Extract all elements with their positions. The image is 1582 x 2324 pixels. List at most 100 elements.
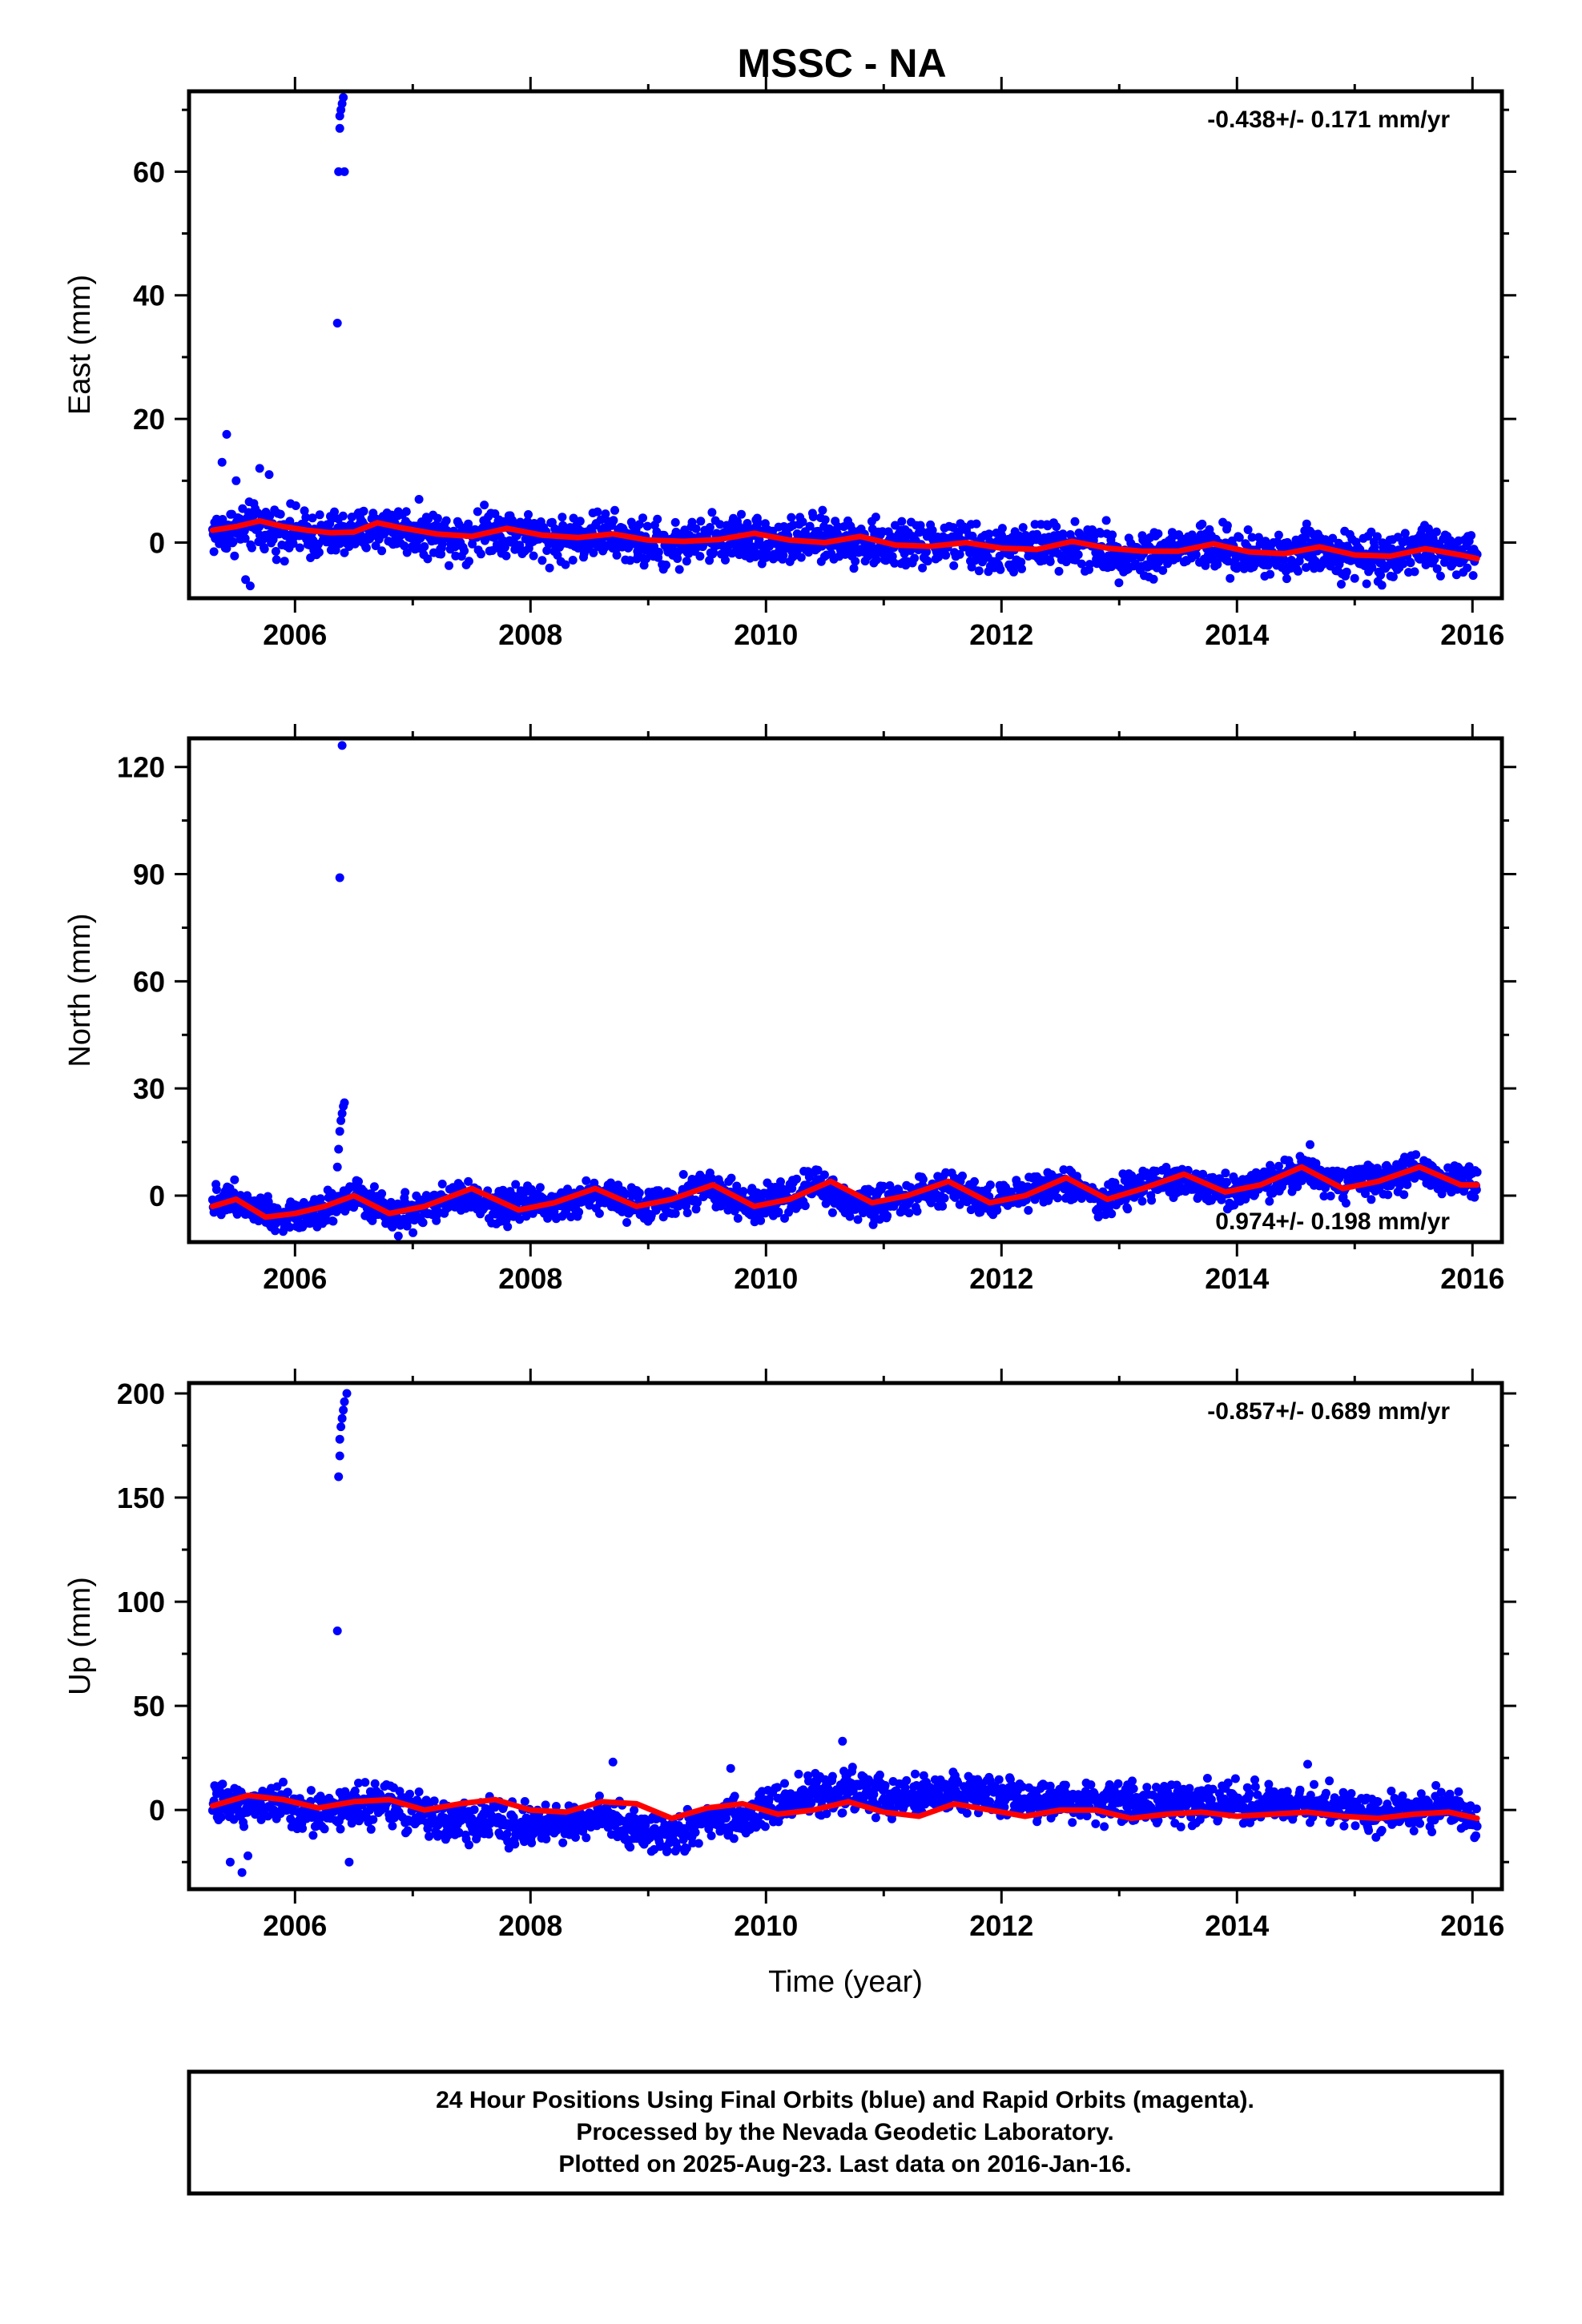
north-data-point	[732, 1181, 742, 1191]
east-data-point	[642, 521, 652, 531]
east-data-point	[545, 563, 554, 573]
east-data-point	[1058, 529, 1068, 539]
up-data-point	[626, 1843, 635, 1852]
north-data-point	[574, 1208, 584, 1216]
east-data-point	[569, 513, 578, 523]
north-data-point	[211, 1185, 221, 1194]
north-x-tick-label: 2008	[498, 1262, 562, 1295]
east-data-point	[1266, 569, 1275, 579]
east-data-point	[529, 551, 538, 561]
east-data-point	[897, 517, 907, 526]
east-data-point	[995, 551, 1004, 561]
east-marks	[207, 93, 1482, 591]
east-data-point	[1247, 533, 1257, 542]
east-data-point	[400, 541, 409, 551]
north-data-point	[1306, 1140, 1314, 1149]
east-data-point	[1108, 530, 1117, 540]
east-data-point	[247, 543, 256, 553]
north-data-point	[691, 1204, 701, 1214]
east-data-point	[1399, 559, 1408, 569]
north-data-point	[1274, 1161, 1283, 1171]
east-data-point	[1045, 557, 1055, 566]
east-data-point	[260, 545, 269, 554]
east-data-point	[682, 557, 691, 566]
east-data-point	[1430, 554, 1439, 564]
x-axis-label: Time (year)	[768, 1965, 923, 1999]
up-points-group	[207, 1763, 1482, 1856]
up-data-point	[425, 1831, 434, 1841]
east-data-point	[1158, 565, 1168, 575]
up-data-point	[827, 1771, 837, 1781]
up-data-point	[320, 1824, 329, 1834]
east-data-point	[596, 515, 606, 525]
up-data-point	[594, 1791, 604, 1801]
east-data-point	[308, 513, 317, 523]
east-data-point	[230, 551, 240, 561]
north-data-point	[388, 1222, 397, 1232]
east-data-point	[1367, 527, 1376, 537]
north-y-tick-label: 120	[117, 751, 165, 784]
up-data-point	[340, 1787, 350, 1796]
north-x-tick-label: 2016	[1440, 1262, 1504, 1295]
east-data-point	[749, 545, 759, 555]
up-data-point	[240, 1822, 248, 1831]
north-y-tick-label: 90	[133, 858, 165, 891]
up-data-point	[403, 1826, 413, 1835]
east-data-point	[537, 556, 547, 565]
east-data-point	[805, 521, 815, 531]
east-data-point	[1222, 521, 1232, 530]
east-data-point	[589, 548, 598, 557]
up-data-point	[571, 1832, 580, 1842]
north-data-point	[940, 1193, 949, 1203]
up-data-point	[368, 1815, 378, 1824]
up-data-point	[306, 1786, 316, 1795]
north-data-point	[938, 1201, 948, 1211]
east-data-point	[1468, 571, 1478, 581]
east-data-point	[1054, 566, 1064, 576]
north-data-point	[904, 1208, 914, 1218]
north-data-point	[682, 1208, 692, 1217]
east-data-point	[638, 513, 647, 523]
east-data-point	[820, 515, 830, 525]
east-data-point	[1451, 570, 1461, 580]
north-outlier-point	[332, 1162, 342, 1172]
east-data-point	[1191, 550, 1201, 560]
north-data-point	[503, 1222, 513, 1232]
east-data-point	[420, 542, 429, 551]
east-y-tick-label: 40	[133, 279, 165, 312]
up-data-point	[772, 1783, 782, 1792]
north-data-point	[1367, 1195, 1376, 1204]
north-data-point	[328, 1216, 338, 1226]
up-data-point	[484, 1829, 493, 1839]
east-data-point	[715, 520, 725, 529]
east-data-point	[1213, 560, 1222, 569]
north-data-point	[992, 1205, 1002, 1215]
north-data-point	[634, 1188, 644, 1198]
north-data-point	[1411, 1150, 1421, 1160]
east-data-point	[1009, 567, 1018, 577]
up-data-point	[682, 1844, 691, 1853]
north-y-tick-label: 60	[133, 965, 165, 998]
east-data-point	[972, 519, 981, 529]
east-data-point	[568, 556, 578, 565]
up-data-point	[900, 1783, 910, 1792]
east-data-point	[402, 548, 412, 557]
east-data-point	[888, 552, 897, 561]
east-data-point	[974, 566, 984, 576]
panel-north: 0.974+/- 0.198 mm/yr North (mm) 2006 2008…	[63, 724, 1516, 1295]
east-data-point	[1372, 532, 1382, 541]
east-data-point	[1070, 517, 1080, 526]
east-data-point	[1432, 564, 1442, 573]
east-data-point	[1342, 567, 1351, 577]
east-data-point	[1226, 573, 1235, 583]
north-data-point	[792, 1174, 801, 1184]
north-y-axis-label: North (mm)	[63, 913, 97, 1067]
east-data-point	[1350, 573, 1359, 583]
north-data-point	[727, 1173, 736, 1183]
east-data-point	[872, 555, 881, 565]
east-outlier-point	[340, 167, 349, 176]
east-data-point	[1243, 525, 1253, 534]
north-outlier-point	[337, 1108, 347, 1118]
up-data-point	[822, 1809, 831, 1819]
north-frame	[187, 736, 1504, 1244]
